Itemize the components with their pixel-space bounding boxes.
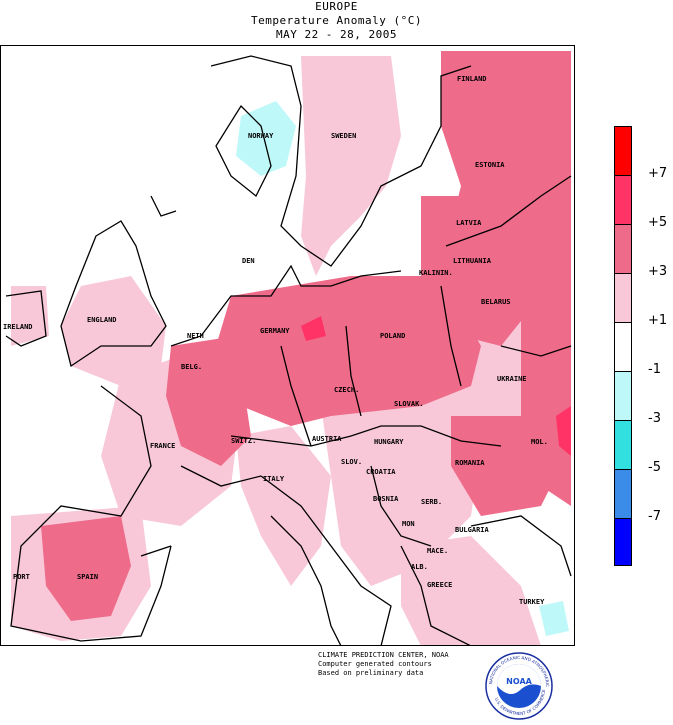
legend-swatch bbox=[615, 372, 631, 421]
credits: CLIMATE PREDICTION CENTER, NOAA Computer… bbox=[318, 651, 449, 678]
label-estonia: ESTONIA bbox=[475, 161, 505, 169]
label-mace: MACE. bbox=[427, 547, 448, 555]
label-mon: MON bbox=[402, 520, 415, 528]
label-belg: BELG. bbox=[181, 363, 202, 371]
noaa-logo: NATIONAL OCEANIC AND ATMOSPHERIC ADMINIS… bbox=[482, 647, 554, 721]
legend-tick-label: -1 bbox=[648, 362, 661, 377]
coastlines bbox=[5, 55, 572, 645]
label-switz: SWITZ. bbox=[231, 437, 256, 445]
legend-swatch bbox=[615, 421, 631, 470]
label-latvia: LATVIA bbox=[456, 219, 482, 227]
label-lithuania: LITHUANIA bbox=[453, 257, 492, 265]
label-austria: AUSTRIA bbox=[312, 435, 342, 443]
legend-tick-label: +5 bbox=[648, 215, 668, 230]
legend-swatch bbox=[615, 225, 631, 274]
label-ireland: IRELAND bbox=[3, 323, 33, 331]
label-turkey: TURKEY bbox=[519, 598, 545, 606]
label-poland: POLAND bbox=[380, 332, 405, 340]
label-spain: SPAIN bbox=[77, 573, 98, 581]
label-czech: CZECH. bbox=[334, 386, 359, 394]
legend-swatch bbox=[615, 127, 631, 176]
legend-swatch bbox=[615, 323, 631, 372]
label-neth: NETH bbox=[187, 332, 204, 340]
legend-swatch bbox=[615, 470, 631, 519]
label-romania: ROMANIA bbox=[455, 459, 485, 467]
anomaly-map: NORWAY SWEDEN FINLAND ESTONIA LATVIA LIT… bbox=[0, 45, 575, 646]
label-slov: SLOV. bbox=[341, 458, 362, 466]
label-italy: ITALY bbox=[263, 475, 285, 483]
label-kalinin: KALININ. bbox=[419, 269, 453, 277]
label-croatia: CROATIA bbox=[366, 468, 396, 476]
label-serb: SERB. bbox=[421, 498, 442, 506]
label-germany: GERMANY bbox=[260, 327, 290, 335]
label-sweden: SWEDEN bbox=[331, 132, 356, 140]
map-title: Temperature Anomaly (°C) bbox=[251, 14, 422, 27]
color-legend bbox=[614, 126, 632, 566]
credit-line: Based on preliminary data bbox=[318, 669, 424, 677]
label-bosnia: BOSNIA bbox=[373, 495, 399, 503]
anomaly-shading bbox=[11, 51, 571, 645]
legend-tick-label: -5 bbox=[648, 460, 661, 475]
legend-tick-label: +3 bbox=[648, 264, 668, 279]
label-slovak: SLOVAK. bbox=[394, 400, 424, 408]
label-hungary: HUNGARY bbox=[374, 438, 404, 446]
label-belarus: BELARUS bbox=[481, 298, 511, 306]
label-bulgaria: BULGARIA bbox=[455, 526, 490, 534]
credit-line: Computer generated contours bbox=[318, 660, 432, 668]
legend-swatch bbox=[615, 176, 631, 225]
label-mol: MOL. bbox=[531, 438, 548, 446]
credit-line: CLIMATE PREDICTION CENTER, NOAA bbox=[318, 651, 449, 659]
label-port: PORT bbox=[13, 573, 30, 581]
noaa-logo-svg: NATIONAL OCEANIC AND ATMOSPHERIC ADMINIS… bbox=[482, 647, 553, 720]
legend-tick-label: -7 bbox=[648, 509, 661, 524]
label-england: ENGLAND bbox=[87, 316, 117, 324]
legend-swatch bbox=[615, 274, 631, 323]
legend-tick-label: -3 bbox=[648, 411, 661, 426]
label-alb: ALB. bbox=[411, 563, 428, 571]
map-dates: MAY 22 - 28, 2005 bbox=[275, 28, 398, 41]
label-ukraine: UKRAINE bbox=[497, 375, 527, 383]
label-finland: FINLAND bbox=[457, 75, 487, 83]
country-labels: NORWAY SWEDEN FINLAND ESTONIA LATVIA LIT… bbox=[3, 75, 548, 606]
map-svg: NORWAY SWEDEN FINLAND ESTONIA LATVIA LIT… bbox=[3, 51, 572, 645]
map-region-title: EUROPE bbox=[315, 0, 358, 13]
label-france: FRANCE bbox=[150, 442, 175, 450]
legend-tick-label: +7 bbox=[648, 166, 668, 181]
logo-text: NOAA bbox=[506, 677, 532, 686]
label-norway: NORWAY bbox=[248, 132, 274, 140]
label-greece: GREECE bbox=[427, 581, 452, 589]
legend-swatch bbox=[615, 519, 631, 565]
legend-tick-label: +1 bbox=[648, 313, 668, 328]
label-den: DEN bbox=[242, 257, 255, 265]
